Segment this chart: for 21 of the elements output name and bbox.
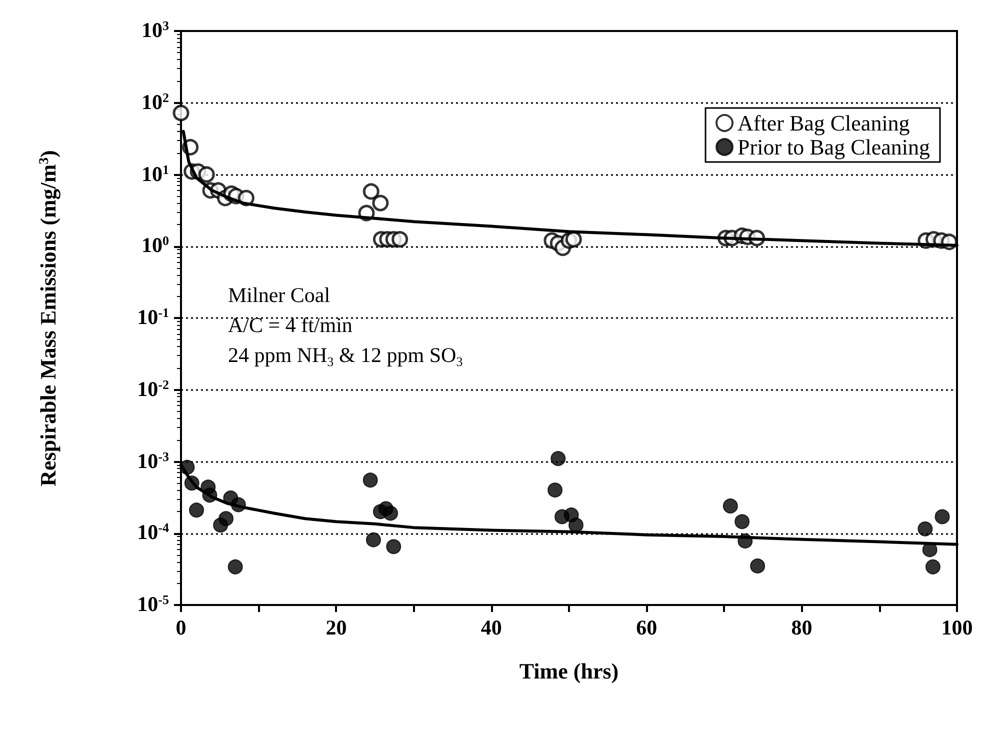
y-tick-label: 10$^{-5}$: [137, 592, 169, 616]
y-tick-label: 10$^{-1}$: [137, 305, 169, 330]
annotation: A/C = 4 ft/min: [228, 313, 352, 337]
x-tick-label: 100: [941, 616, 973, 640]
y-tick-label: 10$^{2}$: [141, 90, 169, 114]
y-tick-label: 10$^{-3}$: [137, 448, 169, 473]
legend-label: Prior to Bag Cleaning: [738, 134, 930, 160]
annotation: 24 ppm NH$_{3}$ & 12 ppm SO$_{3}$: [228, 343, 463, 369]
x-axis-title: Time (hrs): [519, 658, 619, 684]
y-tick-label: 10$^{3}$: [141, 18, 169, 42]
y-tick-label: 10$^{-2}$: [137, 376, 169, 401]
x-tick-label: 60: [636, 616, 658, 640]
y-tick-label: 10$^{-4}$: [137, 520, 169, 544]
y-tick-label: 10$^{1}$: [141, 162, 169, 186]
legend-label: After Bag Cleaning: [738, 110, 910, 136]
x-tick-label: 40: [480, 616, 502, 640]
y-tick-label: 10$^{0}$: [141, 233, 169, 258]
annotation: Milner Coal: [228, 283, 330, 307]
x-tick-label: 20: [326, 616, 347, 640]
x-tick-label: 80: [791, 616, 812, 640]
x-tick-label: 0: [176, 616, 186, 640]
